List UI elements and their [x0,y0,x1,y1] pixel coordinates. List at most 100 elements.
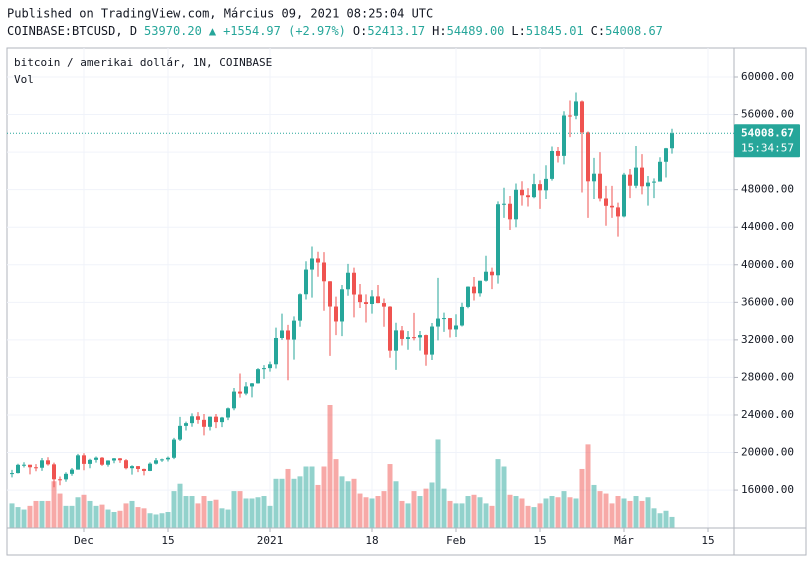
volume-bar [45,500,51,528]
candle-body [292,320,296,340]
candle-body [520,189,524,196]
x-tick-label: 15 [161,534,174,547]
candle-body [562,115,566,156]
header-part: L: [511,24,525,38]
candle-body [610,205,614,208]
candle-body [628,174,632,186]
candle-body [574,101,578,116]
candle-body [496,204,500,276]
header-part: 54489.00 [447,24,505,38]
candle-body [658,161,662,182]
candle-body [442,318,446,320]
candle-body [616,207,620,217]
volume-bar [207,500,213,528]
candle-body [154,460,158,464]
candle-body [448,318,452,330]
volume-bar [33,500,39,528]
candle-body [112,458,116,461]
volume-bar [387,464,393,528]
volume-bar [111,512,117,528]
candle-body [262,368,266,370]
published-line: Published on TradingView.com, Március 09… [7,7,433,21]
candle-body [568,115,572,117]
volume-bar [63,505,69,528]
x-tick-label: 2021 [257,534,284,547]
candle-body [196,416,200,420]
volume-bar [381,491,387,528]
header-part: 54008.67 [605,24,663,38]
candle-body [238,391,242,394]
candle-body [640,167,644,187]
volume-bar [75,497,81,528]
candle-body [586,132,590,182]
volume-bar [135,507,141,528]
y-tick-label: 36000.00 [741,295,794,308]
volume-bar [327,405,333,528]
candle-body [202,419,206,427]
volume-bar [231,491,237,528]
x-tick-label: Már [614,534,634,547]
volume-bar [153,514,159,528]
volume-bar [447,500,453,528]
volume-bar [123,503,129,528]
candle-body [40,460,44,468]
volume-bar [93,505,99,528]
candle-body [592,173,596,182]
volume-bar [183,496,189,528]
volume-bar [627,500,633,528]
volume-bar [465,496,471,528]
volume-bar [513,496,519,528]
volume-bar [597,491,603,528]
candle-body [256,369,260,384]
volume-bar [375,496,381,528]
volume-bar [441,488,447,528]
candle-body [454,325,458,330]
candle-body [268,364,272,369]
candle-body [298,294,302,321]
candle-body [190,416,194,424]
volume-bar [483,503,489,528]
volume-bar [285,468,291,528]
volume-bar [507,494,513,528]
volume-bar [321,466,327,528]
volume-bar [489,505,495,528]
volume-bar [369,498,375,528]
candle-body [124,460,128,469]
y-tick-label: 28000.00 [741,370,794,383]
volume-bar [351,478,357,528]
volume-bar [429,482,435,528]
volume-bar [423,488,429,528]
y-tick-label: 20000.00 [741,446,794,459]
volume-bar [525,505,531,528]
volume-bar [15,507,21,528]
volume-bar [9,503,15,528]
candle-body [538,184,542,191]
candle-body [52,464,56,480]
volume-bar [579,468,585,528]
volume-bar [39,500,45,528]
candle-body [364,302,368,305]
candle-body [424,335,428,355]
volume-bar [363,497,369,528]
candle-body [322,262,326,282]
volume-bar [615,496,621,528]
volume-bar [639,500,645,528]
candle-body [106,460,110,465]
x-tick-label: Feb [446,534,466,547]
last-price-box [734,124,800,158]
candle-body [406,337,410,339]
volume-bar [591,484,597,528]
header-part: O: [353,24,367,38]
candle-body [412,337,416,339]
candle-body [670,133,674,149]
candle-body [316,258,320,263]
volume-bar [27,505,33,528]
candle-body [622,174,626,217]
candle-body [28,464,32,468]
volume-bar [417,496,423,528]
x-tick-label: 15 [701,534,714,547]
candle-body [178,425,182,440]
header-part: 53970.20 [144,24,202,38]
candle-body [304,269,308,295]
